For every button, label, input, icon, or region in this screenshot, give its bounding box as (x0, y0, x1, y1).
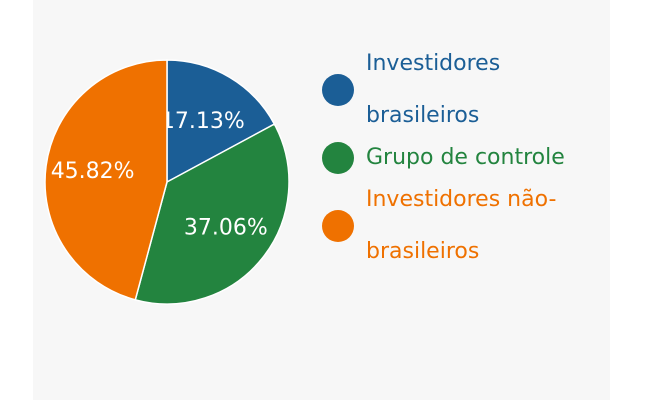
legend-item: Investidores não-brasileiros (322, 174, 596, 278)
slice-label: 45.82% (51, 159, 135, 184)
slice-label: 37.06% (184, 216, 268, 241)
legend-marker (322, 210, 354, 242)
legend-item: Investidores brasileiros (322, 38, 596, 142)
pie-slice (44, 59, 168, 301)
legend-label: Investidores brasileiros (366, 51, 501, 128)
pie-slice (134, 123, 290, 305)
pie-slice (166, 59, 276, 184)
legend-item: Grupo de controle (322, 132, 596, 184)
legend-label: Investidores não-brasileiros (366, 187, 557, 264)
legend-marker (322, 142, 354, 174)
legend-marker (322, 74, 354, 106)
legend: Investidores brasileiros Grupo de control… (322, 38, 596, 268)
legend-label: Grupo de controle (366, 145, 565, 170)
slice-label: 17.13% (161, 109, 245, 134)
